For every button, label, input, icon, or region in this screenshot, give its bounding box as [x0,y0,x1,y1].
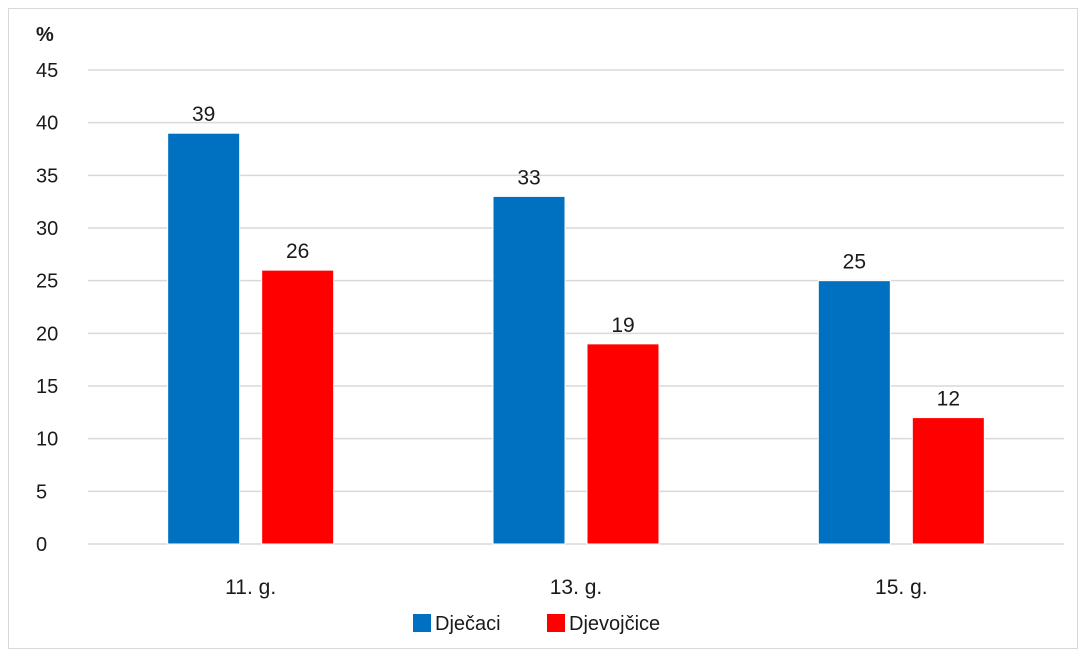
bar-data-label: 25 [843,251,866,274]
bar [586,343,660,545]
legend-label: Dječaci [435,613,501,635]
bar-data-label: 12 [937,388,960,411]
bar [492,195,566,545]
data-labels: 39 26 33 19 25 12 [192,103,960,410]
y-tick-label: 40 [36,113,58,135]
legend-swatch [413,614,431,632]
y-axis-ticks: 0 5 10 15 20 25 30 35 40 45 [36,60,58,556]
y-tick-label: 5 [36,481,47,503]
y-tick-label: 20 [36,323,58,345]
y-tick-label: 25 [36,271,58,293]
x-category-label: 15. g. [875,576,928,599]
legend: Dječaci Djevojčice [413,613,660,635]
y-tick-label: 45 [36,60,58,82]
y-axis-unit-label: % [36,24,54,46]
y-tick-label: 0 [36,534,47,556]
y-tick-label: 10 [36,429,58,451]
bar [167,132,241,545]
x-category-label: 11. g. [225,576,276,599]
bar-data-label: 26 [286,240,309,263]
y-tick-label: 15 [36,376,58,398]
bar [817,280,891,545]
y-tick-label: 35 [36,165,58,187]
legend-swatch [547,614,565,632]
legend-label: Djevojčice [569,613,660,635]
x-axis-categories: 11. g. 13. g. 15. g. [225,576,927,599]
bars [167,132,985,545]
gridlines [88,69,1064,545]
bar-data-label: 33 [517,166,540,189]
bar [911,417,985,545]
bar-data-label: 19 [611,314,634,337]
bar [261,269,335,545]
y-tick-label: 30 [36,218,58,240]
x-category-label: 13. g. [550,576,603,599]
bar-data-label: 39 [192,103,215,126]
